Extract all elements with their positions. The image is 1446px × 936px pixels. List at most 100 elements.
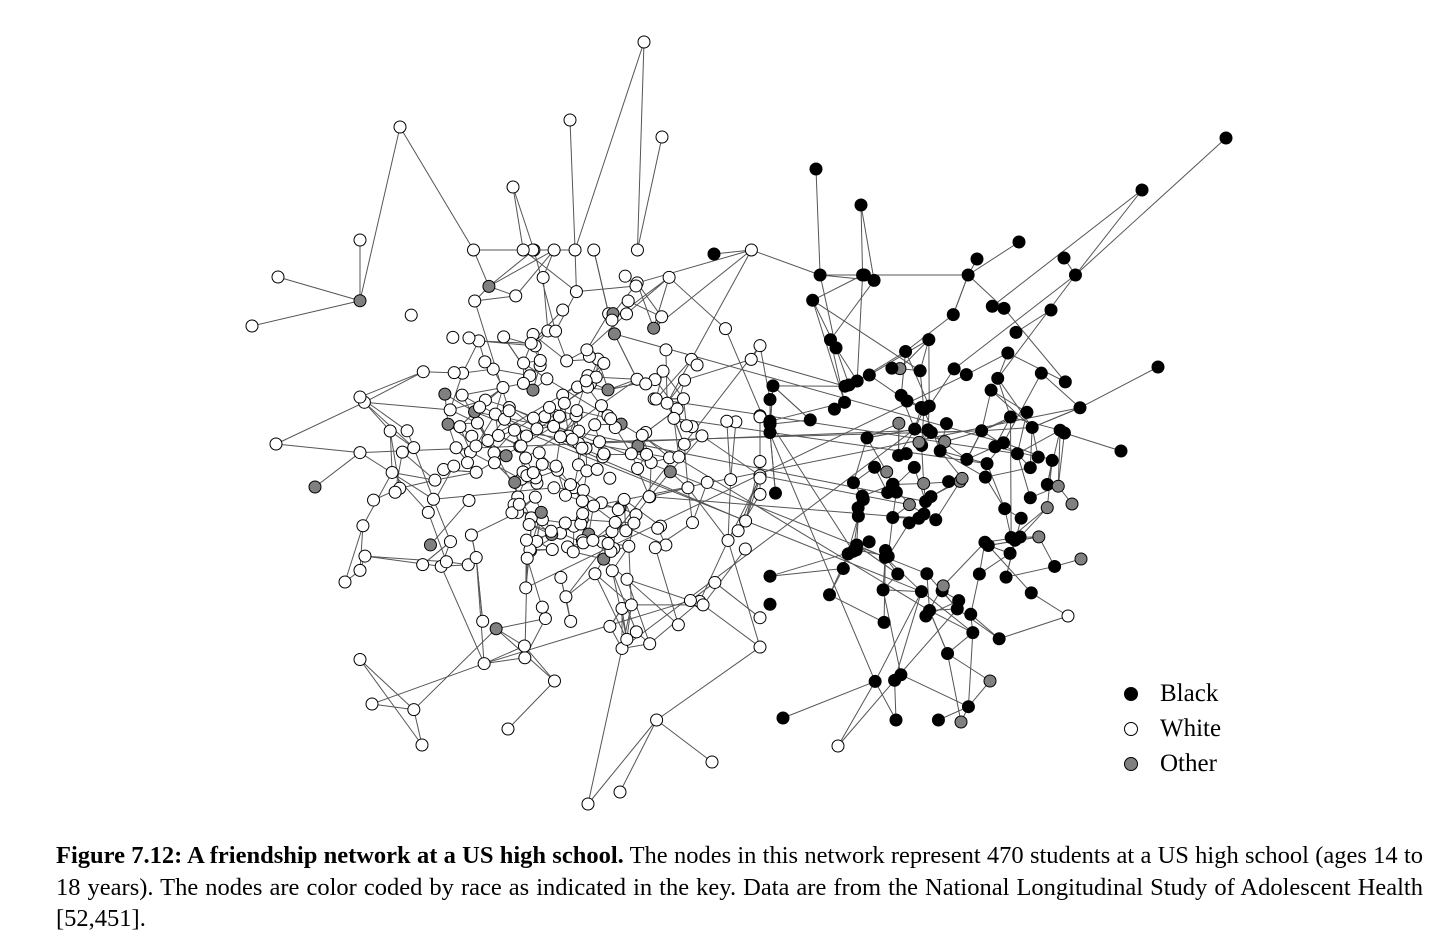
network-node-white — [603, 619, 617, 633]
network-node-other — [912, 435, 926, 449]
network-edge — [496, 618, 546, 630]
network-node-white — [660, 396, 674, 410]
network-edge — [621, 428, 916, 649]
network-node-white — [659, 343, 673, 357]
network-node-black — [984, 383, 998, 397]
network-edge — [997, 378, 1033, 428]
network-edge — [525, 374, 967, 589]
legend-swatch-black — [1124, 686, 1138, 701]
network-edge — [699, 540, 729, 602]
network-edge — [1029, 427, 1033, 468]
network-node-white — [618, 269, 632, 283]
network-node-black — [922, 333, 936, 347]
network-node-black — [806, 293, 820, 307]
network-node-black — [763, 392, 777, 406]
network-node-white — [469, 465, 483, 479]
network-edge — [649, 496, 919, 519]
network-node-black — [970, 252, 984, 266]
network-node-white — [447, 366, 461, 380]
network-node-black — [776, 711, 790, 725]
network-node-white — [549, 324, 563, 338]
network-node-white — [557, 396, 571, 410]
network-edge — [900, 674, 969, 708]
network-node-black — [992, 632, 1006, 646]
network-edge — [860, 204, 875, 281]
network-edge — [474, 295, 516, 302]
network-edge — [359, 659, 415, 711]
network-edge — [967, 241, 1020, 276]
network-node-black — [1003, 410, 1017, 424]
network-node-white — [831, 739, 845, 753]
network-node-black — [879, 543, 893, 557]
network-node-black — [1044, 303, 1058, 317]
network-node-other — [1065, 497, 1079, 511]
network-node-white — [554, 570, 568, 584]
network-edge — [512, 186, 524, 251]
network-node-other — [423, 538, 437, 552]
network-node-black — [975, 424, 989, 438]
network-edge — [860, 204, 864, 276]
caption-text: The nodes in this network represent 470 … — [56, 842, 1424, 932]
network-edge — [701, 435, 761, 477]
legend-item-black: Black — [1124, 676, 1284, 711]
network-node-white — [520, 551, 534, 565]
network-node-white — [556, 303, 570, 317]
network-node-white — [705, 755, 719, 769]
network-node-black — [877, 615, 891, 629]
network-node-white — [592, 435, 606, 449]
network-node-black — [1058, 375, 1072, 389]
network-node-black — [997, 301, 1011, 315]
network-edge — [835, 347, 858, 382]
network-node-white — [601, 536, 615, 550]
network-edge — [921, 591, 974, 634]
network-node-white — [724, 473, 738, 487]
network-node-white — [353, 233, 367, 247]
network-node-white — [604, 412, 618, 426]
network-node-black — [922, 399, 936, 413]
network-node-black — [998, 502, 1012, 516]
network-node-white — [631, 461, 645, 475]
network-node-black — [961, 268, 975, 282]
network-edge — [614, 333, 638, 380]
network-node-white — [421, 505, 435, 519]
network-node-black — [1219, 131, 1233, 145]
network-node-white — [353, 563, 367, 577]
network-node-white — [579, 374, 593, 388]
network-node-white — [576, 507, 590, 521]
network-node-black — [941, 647, 955, 661]
network-node-black — [1012, 235, 1026, 249]
network-edge — [769, 422, 854, 552]
network-edge — [990, 389, 1028, 413]
network-node-white — [535, 457, 549, 471]
network-node-other — [1051, 479, 1065, 493]
network-node-white — [575, 494, 589, 508]
network-node-black — [766, 379, 780, 393]
network-node-white — [547, 481, 561, 495]
network-node-white — [744, 243, 758, 257]
network-edge — [399, 126, 474, 251]
network-node-black — [991, 371, 1005, 385]
network-node-white — [630, 243, 644, 257]
network-node-white — [358, 549, 372, 563]
network-edge — [981, 411, 1028, 432]
network-edge — [981, 390, 992, 431]
network-node-white — [547, 419, 561, 433]
network-edge — [359, 525, 364, 571]
network-node-white — [416, 558, 430, 572]
network-node-white — [509, 289, 523, 303]
network-edge — [856, 544, 899, 575]
network-edge — [769, 568, 844, 577]
network-node-white — [473, 400, 487, 414]
network-edge — [745, 477, 761, 522]
network-edge — [593, 249, 610, 314]
network-edge — [574, 249, 577, 292]
network-node-black — [1020, 405, 1034, 419]
network-edge — [653, 249, 752, 329]
network-node-black — [894, 668, 908, 682]
network-edge — [1079, 366, 1159, 409]
network-node-black — [1048, 559, 1062, 573]
network-edge — [769, 419, 811, 425]
network-node-white — [455, 388, 469, 402]
network-node-white — [695, 429, 709, 443]
network-edge — [987, 545, 1032, 594]
